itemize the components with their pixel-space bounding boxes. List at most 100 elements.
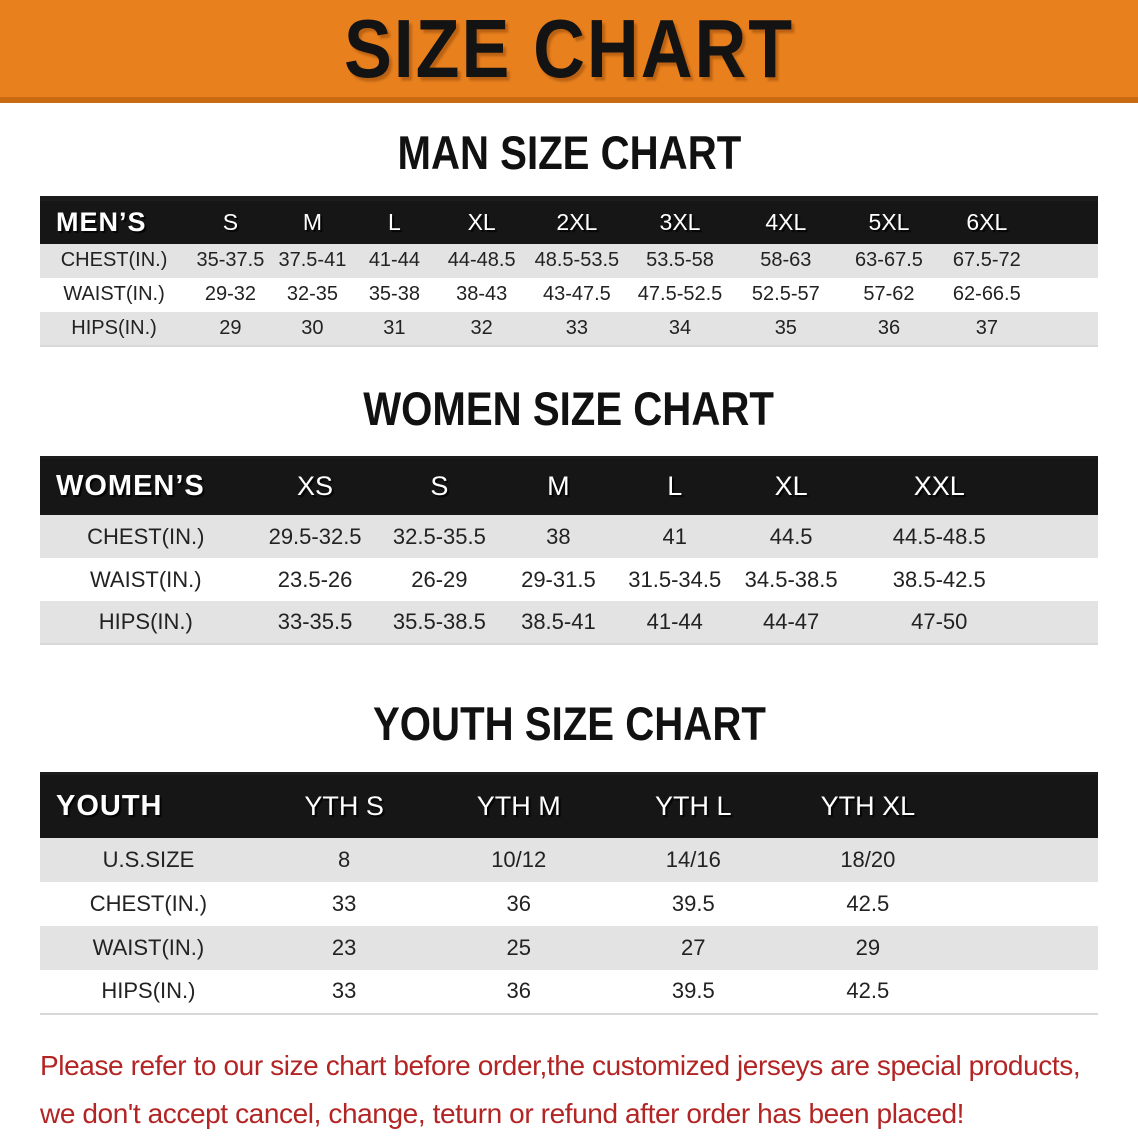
youth-size-table: YOUTH YTH S YTH M YTH L YTH XL U.S.SIZE 8 10/12… [40,772,1098,1015]
measurement-value: 8 [338,846,351,872]
measurement-value: 37.5-41 [278,249,347,271]
row-label: U.S.SIZE [102,846,195,872]
size-column-header: M [547,471,570,502]
measurement-value: 29 [855,934,881,960]
size-column-header: YTH M [476,790,561,821]
measurement-value: 32 [470,316,493,339]
measurement-value: 57-62 [863,283,915,305]
size-column-header: XL [467,208,496,235]
measurement-value: 33 [565,316,588,339]
measurement-value: 39.5 [671,890,715,916]
measurement-value: 42.5 [846,978,890,1003]
row-label: HIPS(IN.) [101,978,196,1003]
measurement-value: 23.5-26 [277,566,353,592]
youth-section-heading-text: YOUTH SIZE CHART [372,697,766,751]
disclaimer-text: Please refer to our size chart before or… [40,1042,1098,1138]
size-column-header: 3XL [659,208,701,235]
measurement-value: 34 [668,316,692,339]
filler-cell [955,970,1098,1014]
filler-cell [1029,457,1098,515]
table-header-row: MEN’S S M L XL 2XL 3XL 4XL 5XL 6XL [40,198,1098,244]
measurement-value: 25 [506,934,531,960]
size-column-header: YTH XL [820,790,916,821]
measurement-value: 10/12 [491,846,547,872]
page-title: SIZE CHART [343,2,795,95]
filler-cell [955,838,1098,882]
youth-section: YOUTH SIZE CHART YOUTH YTH S YTH M YTH L YTH… [0,697,1138,1015]
measurement-row: HIPS(IN.) 33 36 39.5 42.5 [40,969,1098,1014]
filler-cell [1034,312,1098,346]
row-label: CHEST(IN.) [89,890,208,916]
row-label: HIPS(IN.) [71,316,157,339]
measurement-value: 39.5 [671,978,715,1003]
measurement-value: 38.5-42.5 [892,566,986,592]
measurement-value: 44.5 [769,523,813,549]
measurement-value: 35 [774,316,797,339]
measurement-value: 31 [383,316,406,339]
measurement-value: 63-67.5 [855,249,923,271]
filler-cell [1029,515,1098,558]
filler-cell [1034,278,1098,312]
measurement-value: 43-47.5 [542,283,611,305]
measurement-value: 41 [662,523,687,549]
measurement-value: 33 [331,890,357,916]
size-column-header: XS [297,471,334,502]
measurement-row: CHEST(IN.) 35-37.5 37.5-41 41-44 44-48.5 48.5… [40,243,1098,278]
women-section: WOMEN SIZE CHART WOMEN’S XS S M L XL XXL CHEST(… [0,382,1138,645]
measurement-value: 33-35.5 [277,609,353,634]
measurement-value: 44.5-48.5 [892,523,986,549]
measurement-value: 27 [681,934,706,960]
measurement-value: 31.5-34.5 [628,566,722,592]
measurement-value: 38.5-41 [521,609,596,634]
filler-cell [955,774,1098,838]
measurement-value: 29.5-32.5 [268,523,362,549]
measurement-value: 33 [331,978,357,1003]
men-section: MAN SIZE CHART MEN’S S M L XL 2XL 3XL 4XL 5XL 6XL… [0,126,1138,347]
measurement-value: 32.5-35.5 [392,523,486,549]
measurement-value: 18/20 [840,846,896,872]
size-column-header: L [667,471,683,502]
measurement-value: 35.5-38.5 [392,609,486,634]
size-column-header: XXL [913,471,965,502]
disclaimer-line-2: we don't accept cancel, change, teturn o… [40,1097,965,1129]
size-column-header: 2XL [556,208,598,235]
youth-section-heading: YOUTH SIZE CHART [0,697,1138,750]
measurement-value: 67.5-72 [952,249,1021,271]
filler-cell [955,882,1098,926]
measurement-value: 34.5-38.5 [744,566,838,592]
measurement-value: 35-38 [368,283,420,305]
measurement-value: 36 [506,890,531,916]
size-column-header: YTH L [655,790,732,821]
filler-cell [1034,244,1098,278]
row-label: HIPS(IN.) [98,609,193,634]
measurement-value: 37 [975,316,998,339]
measurement-value: 42.5 [846,890,890,916]
measurement-value: 62-66.5 [952,283,1021,305]
row-label: CHEST(IN.) [60,249,168,271]
women-size-table: WOMEN’S XS S M L XL XXL CHEST(IN.) 29.5-32.5 32.5… [40,455,1098,645]
measurement-value: 53.5-58 [646,249,714,271]
table-header-row: WOMEN’S XS S M L XL XXL [40,457,1098,515]
measurement-value: 41-44 [646,609,703,634]
filler-cell [1029,558,1098,601]
measurement-value: 29-32 [204,283,256,305]
measurement-row: WAIST(IN.) 23.5-26 26-29 29-31.5 31.5-34.5 34… [40,558,1098,601]
measurement-value: 47-50 [911,609,968,634]
disclaimer-line-1: Please refer to our size chart before or… [40,1049,1081,1081]
filler-cell [955,926,1098,970]
row-label: WAIST(IN.) [89,566,202,592]
measurement-value: 29 [219,316,242,339]
size-column-header: S [222,208,239,235]
table-corner-label: MEN’S [56,206,147,237]
measurement-value: 44-48.5 [447,249,516,271]
row-label: WAIST(IN.) [63,283,165,305]
row-label: CHEST(IN.) [87,523,205,549]
man-section-heading-text: MAN SIZE CHART [397,126,741,180]
size-column-header: 5XL [868,208,910,235]
measurement-value: 38-43 [456,283,508,305]
men-size-table: MEN’S S M L XL 2XL 3XL 4XL 5XL 6XL CHEST(IN.) 35-37… [40,196,1098,347]
measurement-row: HIPS(IN.) 29 30 31 32 33 34 35 36 37 [40,311,1098,346]
measurement-value: 32-35 [286,283,338,305]
measurement-value: 44-47 [763,609,820,634]
measurement-row: WAIST(IN.) 23 25 27 29 [40,925,1098,970]
